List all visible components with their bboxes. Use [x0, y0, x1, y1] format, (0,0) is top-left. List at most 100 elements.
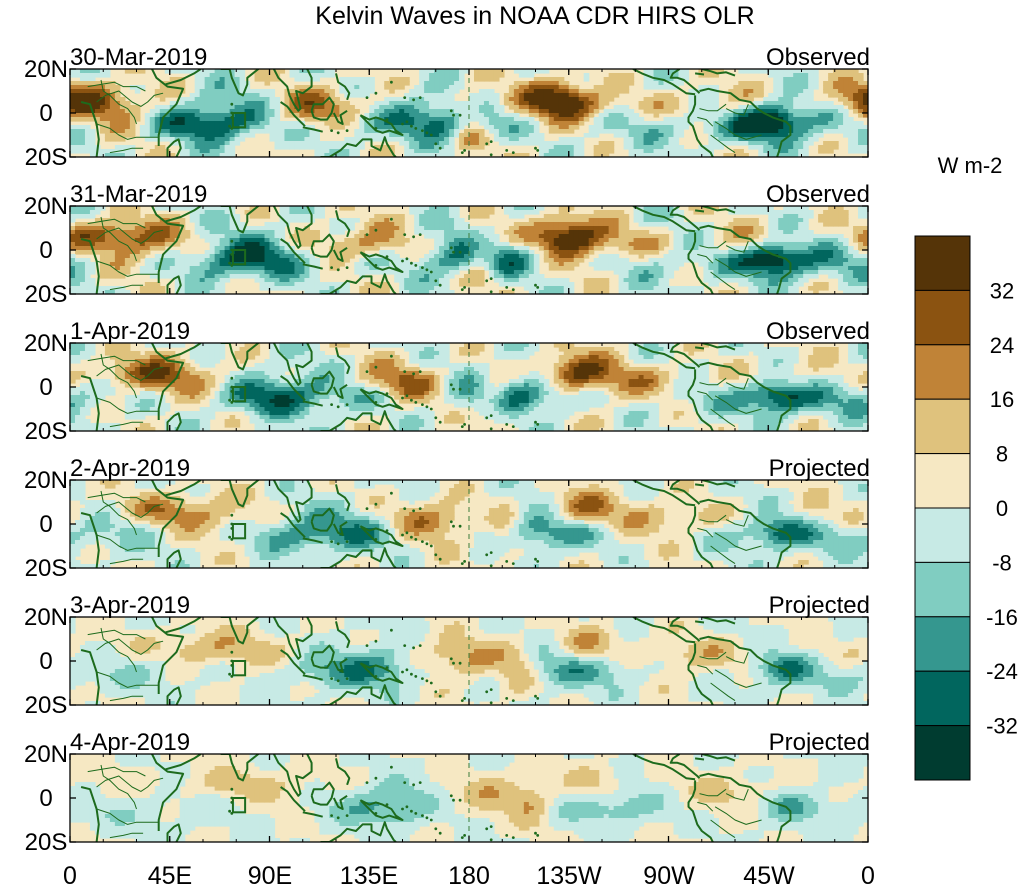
coastline — [699, 498, 792, 568]
island — [429, 544, 433, 548]
island — [425, 816, 429, 820]
coastline — [165, 343, 202, 360]
country-border — [699, 651, 727, 660]
coastline — [166, 549, 182, 568]
island — [458, 113, 462, 117]
island — [336, 542, 340, 546]
coastline — [273, 206, 313, 249]
island — [505, 149, 509, 152]
island — [374, 538, 378, 541]
coastline — [687, 232, 714, 294]
coastline — [359, 799, 404, 821]
coastline — [273, 69, 313, 112]
island — [405, 531, 409, 535]
coastline — [669, 206, 701, 231]
island — [412, 783, 415, 787]
island — [434, 142, 438, 146]
coastline — [359, 251, 404, 273]
colorbar-swatch — [914, 616, 971, 672]
island — [374, 401, 378, 404]
panel-date: 3-Apr-2019 — [70, 592, 190, 619]
island — [410, 124, 413, 128]
coastline — [302, 674, 323, 681]
coastlines — [80, 343, 792, 431]
island — [458, 524, 462, 528]
panel-date: 31-Mar-2019 — [70, 181, 207, 208]
island — [230, 650, 234, 654]
island — [421, 129, 424, 133]
island — [534, 694, 537, 698]
island — [438, 694, 442, 698]
country-border — [109, 421, 144, 428]
coastline — [320, 410, 397, 431]
coastline — [332, 109, 348, 125]
coastline — [280, 375, 306, 401]
coastlines — [80, 480, 792, 568]
coastline — [220, 617, 260, 645]
island — [365, 507, 369, 510]
island — [330, 266, 333, 269]
island — [463, 423, 466, 426]
island — [489, 427, 493, 431]
island — [401, 807, 404, 811]
island — [449, 383, 453, 387]
island — [534, 420, 537, 424]
island — [414, 401, 418, 404]
island — [485, 142, 489, 146]
island — [418, 233, 422, 237]
island — [385, 118, 389, 121]
country-border — [96, 501, 164, 518]
country-border — [96, 90, 164, 107]
country-border — [100, 79, 137, 125]
island — [449, 520, 453, 524]
coastline — [166, 275, 182, 294]
island — [460, 699, 464, 702]
reference-box — [231, 249, 247, 266]
figure-title: Kelvin Waves in NOAA CDR HIRS OLR — [315, 2, 754, 30]
lon-label: 0 — [861, 862, 875, 887]
island — [390, 217, 393, 221]
island — [385, 803, 389, 806]
country-border — [710, 271, 736, 291]
coastline — [632, 206, 696, 233]
country-border — [714, 258, 762, 277]
coastline — [632, 754, 696, 781]
island — [230, 239, 234, 243]
island — [434, 690, 438, 694]
country-border — [710, 819, 736, 839]
coastline — [320, 136, 397, 157]
country-border — [109, 695, 144, 702]
map-panel: 20N 0 20S 3-Apr-2019 Projected — [24, 592, 870, 719]
country-border — [725, 378, 749, 390]
coastline — [699, 361, 792, 431]
colorbar-swatch — [914, 453, 971, 509]
coastline — [220, 343, 260, 371]
island — [418, 370, 422, 373]
island — [536, 697, 540, 700]
country-border — [87, 766, 146, 777]
island — [230, 102, 234, 106]
country-border — [699, 103, 727, 112]
island — [463, 834, 466, 837]
island — [345, 266, 349, 269]
coastline — [687, 95, 714, 157]
island — [365, 781, 369, 784]
coastline — [701, 754, 736, 762]
island — [425, 268, 429, 272]
island — [489, 414, 493, 417]
country-border — [710, 682, 736, 702]
island — [438, 831, 442, 835]
coastline — [687, 369, 714, 431]
coastline — [220, 69, 260, 97]
country-border — [697, 253, 714, 264]
lat-label: 20S — [25, 144, 68, 171]
island — [534, 831, 537, 835]
island — [418, 507, 422, 510]
country-border — [87, 81, 146, 92]
island — [345, 129, 349, 133]
island — [390, 354, 393, 358]
island — [410, 809, 413, 813]
coastline — [310, 233, 335, 258]
island — [438, 420, 442, 424]
island — [401, 670, 404, 674]
